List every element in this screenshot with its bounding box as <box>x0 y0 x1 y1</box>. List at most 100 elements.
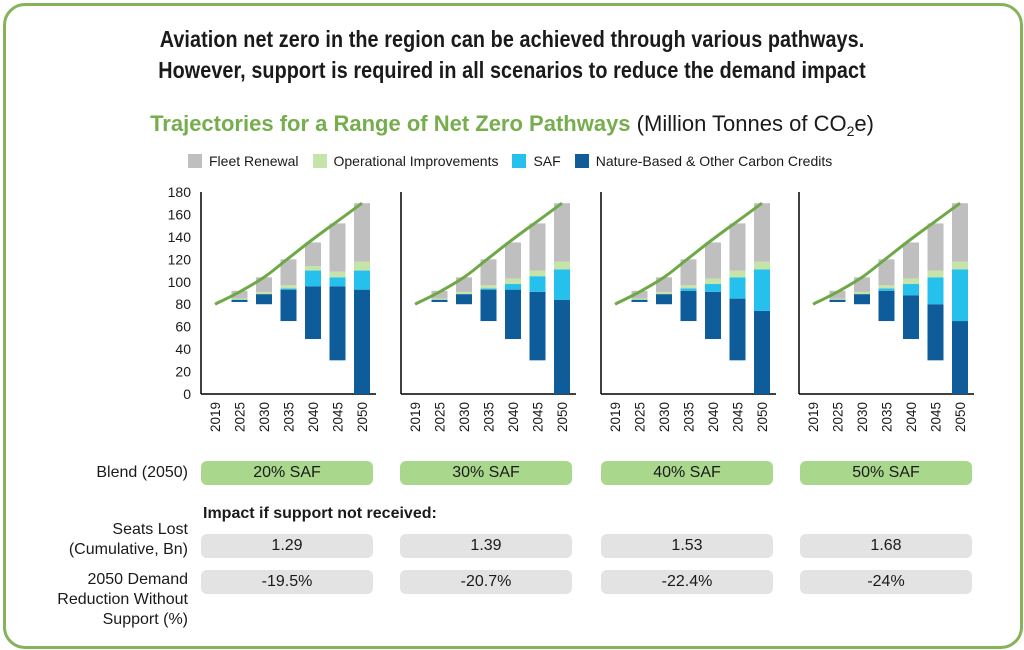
x-tick-label: 2050 <box>355 402 370 432</box>
legend-swatch-fleet <box>188 154 202 168</box>
chart-1-bar-2045-saf <box>329 277 346 287</box>
y-tick-label: 20 <box>175 364 191 380</box>
chart-2-bar-2045-credits <box>529 291 546 361</box>
chart-title-bold: Trajectories for a Range of Net Zero Pat… <box>150 111 631 136</box>
seats-pill-3: 1.53 <box>601 534 773 558</box>
chart-3-bar-2025-ops <box>631 298 648 300</box>
x-tick-label: 2035 <box>482 402 497 432</box>
blend-pill-4: 50% SAF <box>800 461 972 485</box>
x-tick-label: 2030 <box>657 402 672 432</box>
chart-2-bar-2040-credits <box>505 289 521 340</box>
x-tick-label: 2040 <box>506 402 521 432</box>
demand-label-line-1: 2050 Demand <box>87 571 188 588</box>
chart-3-bar-2040-fleet <box>705 242 721 279</box>
chart-4-bar-2050-saf <box>952 269 968 322</box>
y-tick-label: 0 <box>183 386 191 402</box>
x-tick-label: 2030 <box>855 402 870 432</box>
chart-4-bar-2025-fleet <box>829 290 846 299</box>
chart-3-bar-2040-credits <box>705 291 721 340</box>
y-tick-label: 140 <box>168 229 192 245</box>
chart-4-bar-2035-credits <box>878 290 895 322</box>
chart-1-bar-2050-fleet <box>354 203 370 262</box>
chart-2-bar-2050-fleet <box>554 203 570 262</box>
headline-line-1: Aviation net zero in the region can be a… <box>159 26 865 52</box>
y-tick-label: 120 <box>168 251 192 267</box>
seats-row-label: Seats Lost (Cumulative, Bn) <box>30 520 188 560</box>
chart-3-bar-2050-credits <box>754 310 770 394</box>
chart-3-bar-2035-credits <box>680 290 697 322</box>
x-tick-label: 2019 <box>408 402 423 432</box>
demand-pill-3: -22.4% <box>601 570 773 594</box>
x-tick-label: 2025 <box>633 402 648 432</box>
chart-3-bar-2045-credits <box>729 298 746 361</box>
chart-2-trajectory-line <box>414 202 563 306</box>
chart-2-bar-2035-ops <box>480 285 497 289</box>
chart-2-bar-2025-fleet <box>431 290 448 299</box>
blend-pill-3: 40% SAF <box>601 461 773 485</box>
chart-4-bar-2045-saf <box>927 277 944 305</box>
chart-4-bar-2040-ops <box>903 278 919 285</box>
demand-pill-2: -20.7% <box>400 570 572 594</box>
chart-2-bar-2045-saf <box>529 276 546 292</box>
chart-1-bar-2050-saf <box>354 270 370 290</box>
x-tick-label: 2045 <box>331 402 346 432</box>
demand-label-line-3: Support (%) <box>102 611 188 628</box>
chart-3-bar-2045-saf <box>729 277 746 299</box>
legend-label-credits: Nature-Based & Other Carbon Credits <box>595 153 833 169</box>
chart-3-bar-2030-ops <box>656 291 672 295</box>
chart-2-bar-2050-saf <box>554 269 570 300</box>
x-tick-label: 2050 <box>953 402 968 432</box>
legend-item-saf: SAF <box>512 153 561 169</box>
chart-4-bar-2025-ops <box>829 298 846 300</box>
chart-3-bar-2025-credits <box>631 299 648 302</box>
legend-label-fleet: Fleet Renewal <box>209 153 299 169</box>
legend: Fleet Renewal Operational Improvements S… <box>188 150 846 172</box>
x-tick-label: 2030 <box>257 402 272 432</box>
x-tick-label: 2050 <box>755 402 770 432</box>
chart-3-bar-2050-saf <box>754 269 770 311</box>
chart-3-bar-2030-credits <box>656 294 672 305</box>
chart-2-bar-2025-credits <box>431 299 448 302</box>
chart-4-bar-2040-fleet <box>903 242 919 279</box>
chart-2-bar-2035-credits <box>480 289 497 322</box>
legend-swatch-saf <box>512 154 527 168</box>
x-tick-label: 2045 <box>929 402 944 432</box>
chart-2-bar-2030-credits <box>456 294 472 305</box>
chart-2-bar-2025-ops <box>431 298 448 300</box>
y-tick-label: 80 <box>175 296 191 312</box>
blend-row-label: Blend (2050) <box>96 464 188 481</box>
y-tick-label: 180 <box>168 184 192 200</box>
chart-1-bar-2040-ops <box>305 266 321 271</box>
x-tick-label: 2040 <box>904 402 919 432</box>
chart-4-bar-2030-credits <box>854 294 870 305</box>
demand-pill-4: -24% <box>800 570 972 594</box>
legend-label-saf: SAF <box>533 153 561 169</box>
x-tick-label: 2030 <box>457 402 472 432</box>
chart-3-bar-2040-ops <box>705 278 721 285</box>
chart-4-bar-2045-fleet <box>927 223 944 271</box>
chart-3-bar-2045-ops <box>729 270 746 278</box>
seats-pill-2: 1.39 <box>400 534 572 558</box>
chart-3-bar-2050-fleet <box>754 203 770 262</box>
y-tick-label: 40 <box>175 341 191 357</box>
chart-2-bar-2045-ops <box>529 270 546 277</box>
chart-1-bar-2040-credits <box>305 286 321 340</box>
seats-pill-4: 1.68 <box>800 534 972 558</box>
chart-4-bar-2050-ops <box>952 261 968 270</box>
x-tick-label: 2019 <box>806 402 821 432</box>
x-tick-label: 2035 <box>282 402 297 432</box>
chart-3-trajectory-line <box>614 202 763 306</box>
chart-4-trajectory-line <box>812 202 961 306</box>
chart-4-bar-2035-ops <box>878 285 895 289</box>
chart-3-bar-2035-ops <box>680 285 697 289</box>
legend-swatch-credits <box>574 154 589 168</box>
chart-2-bar-2040-saf <box>505 284 521 290</box>
chart-1-bar-2035-fleet <box>280 259 297 286</box>
chart-4-bar-2025-credits <box>829 299 846 302</box>
chart-1-bar-2025-fleet <box>231 290 248 299</box>
headline-line-2: However, support is required in all scen… <box>158 57 866 83</box>
chart-2-bar-2040-ops <box>505 278 521 285</box>
chart-unit-suffix: e) <box>854 111 874 136</box>
chart-1-bar-2035-saf <box>280 288 297 290</box>
chart-4-bar-2030-ops <box>854 291 870 295</box>
